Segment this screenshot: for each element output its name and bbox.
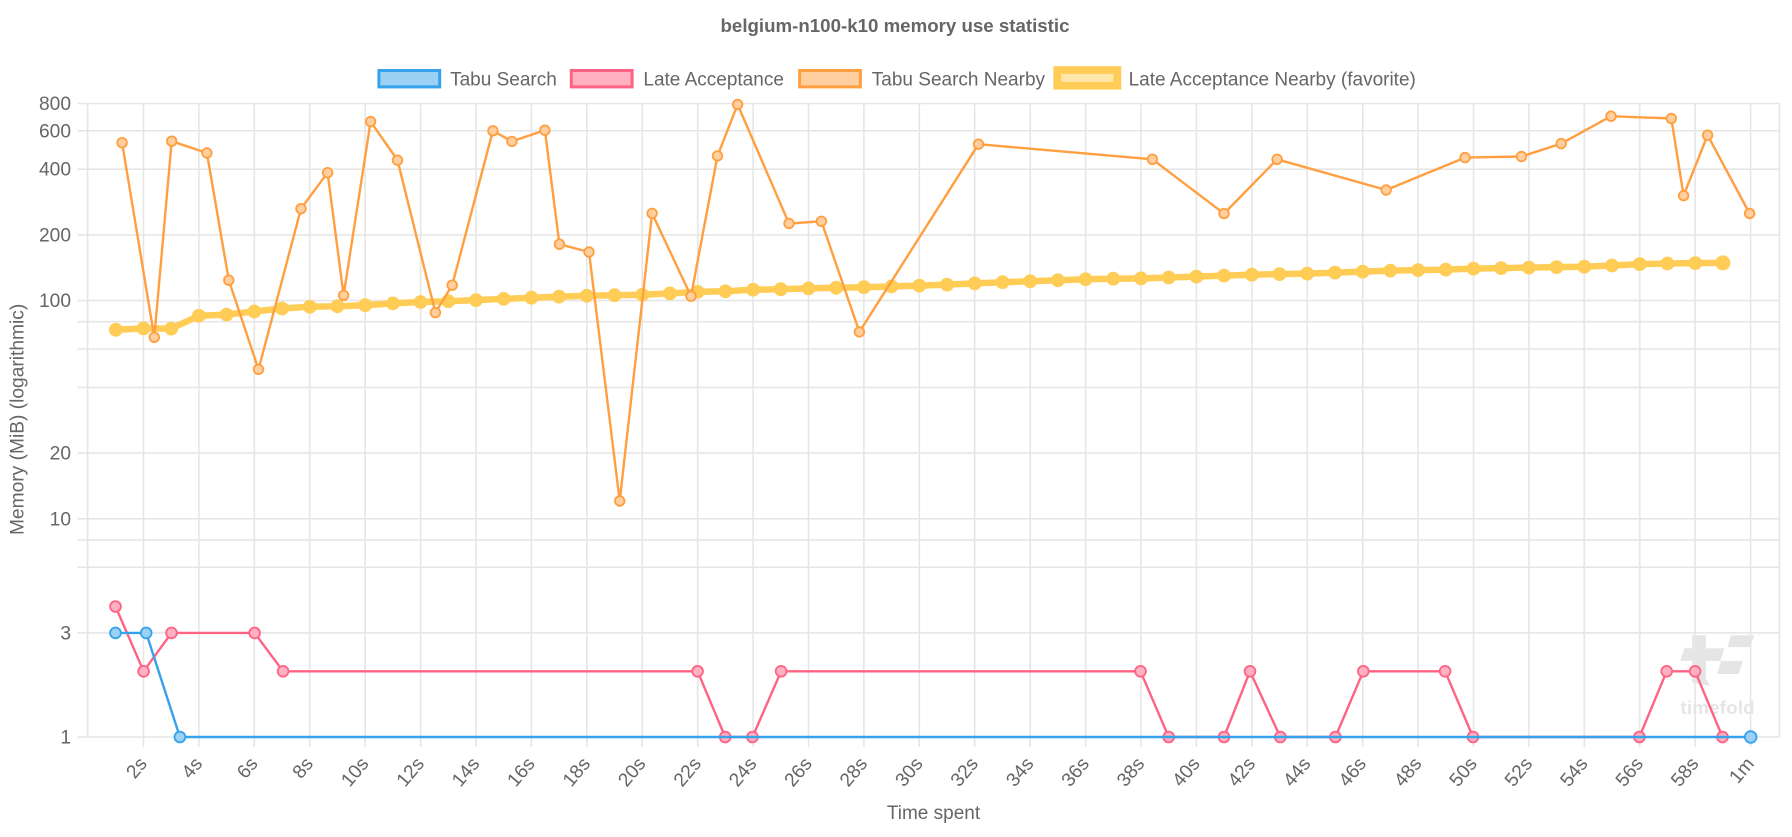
svg-text:200: 200 (39, 225, 71, 246)
svg-text:3: 3 (60, 623, 71, 644)
svg-text:800: 800 (39, 94, 71, 115)
svg-text:belgium-n100-k10 memory use st: belgium-n100-k10 memory use statistic (721, 15, 1070, 36)
svg-text:20: 20 (50, 444, 71, 465)
svg-text:Time spent: Time spent (887, 803, 981, 824)
svg-text:Late Acceptance Nearby (favori: Late Acceptance Nearby (favorite) (1129, 69, 1416, 90)
svg-text:100: 100 (39, 291, 71, 312)
svg-text:Memory (MiB) (logarithmic): Memory (MiB) (logarithmic) (7, 304, 28, 535)
svg-text:1: 1 (60, 728, 71, 749)
svg-text:Tabu Search Nearby: Tabu Search Nearby (872, 69, 1046, 90)
svg-text:timefold: timefold (1681, 697, 1755, 718)
svg-text:400: 400 (39, 160, 71, 181)
svg-text:10: 10 (50, 509, 71, 530)
svg-text:Tabu Search: Tabu Search (450, 69, 557, 90)
svg-text:600: 600 (39, 121, 71, 142)
svg-text:Late Acceptance: Late Acceptance (643, 69, 784, 90)
